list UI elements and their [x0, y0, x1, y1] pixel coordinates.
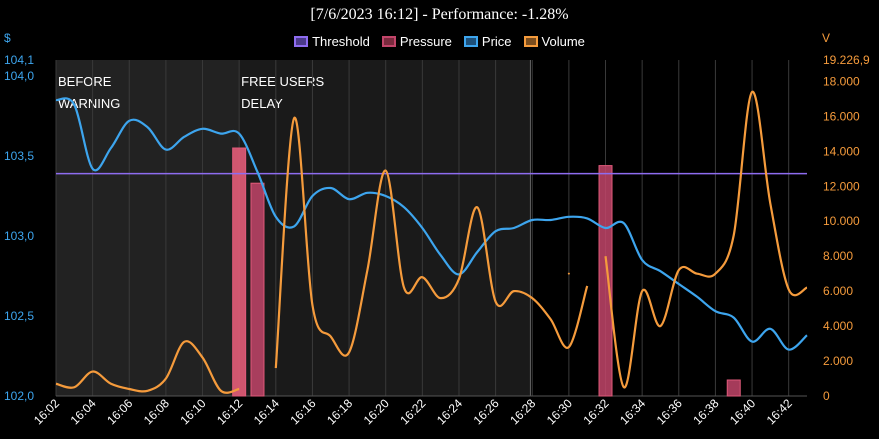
left-axis-label: $	[4, 31, 11, 45]
legend-item-threshold[interactable]: Threshold	[294, 34, 370, 49]
x-tick-5: 16:12	[214, 396, 245, 427]
right-tick-6: 12.000	[823, 179, 860, 193]
legend-item-pressure[interactable]: Pressure	[381, 34, 452, 49]
chart-title: [7/6/2023 16:12] - Performance: -1.28%	[310, 6, 569, 23]
price-line-0	[55, 97, 808, 351]
volume-line-0	[55, 340, 240, 394]
right-tick-3: 6.000	[823, 284, 853, 298]
legend-label-pressure: Pressure	[399, 34, 452, 49]
region-label-0-0: BEFORE	[58, 74, 112, 89]
right-tick-0: 0	[823, 389, 830, 403]
x-tick-11: 16:24	[434, 396, 465, 427]
x-tick-7: 16:16	[287, 396, 318, 427]
right-axis-max-label: 19.226,9	[823, 53, 870, 67]
pressure-bar-1	[250, 182, 265, 397]
x-tick-12: 16:26	[471, 396, 502, 427]
legend-item-volume[interactable]: Volume	[523, 34, 585, 49]
x-tick-19: 16:40	[727, 396, 758, 427]
legend: Threshold Pressure Price Volume	[0, 34, 879, 49]
x-tick-14: 16:30	[544, 396, 575, 427]
x-tick-17: 16:36	[654, 396, 685, 427]
x-tick-16: 16:34	[617, 396, 648, 427]
volume-line-3	[604, 90, 808, 389]
x-tick-6: 16:14	[251, 396, 282, 427]
pressure-bar-3	[726, 379, 741, 397]
legend-swatch-threshold	[294, 36, 309, 47]
right-tick-7: 14.000	[823, 144, 860, 158]
x-tick-20: 16:42	[764, 396, 795, 427]
right-tick-5: 10.000	[823, 214, 860, 228]
region-label-1-1: DELAY	[241, 96, 283, 111]
right-tick-1: 2.000	[823, 354, 853, 368]
right-tick-9: 18.000	[823, 74, 860, 88]
left-tick-3: 103,5	[4, 149, 34, 163]
right-tick-4: 8.000	[823, 249, 853, 263]
shaded-region-1	[239, 60, 531, 396]
left-tick-1: 102,5	[4, 309, 34, 323]
x-tick-9: 16:20	[361, 396, 392, 427]
x-tick-13: 16:28	[507, 396, 538, 427]
region-label-1-0: FREE USERS	[241, 74, 324, 89]
volume-line-1	[274, 117, 589, 369]
legend-label-threshold: Threshold	[312, 34, 370, 49]
pressure-bar-0	[232, 147, 247, 397]
legend-item-price[interactable]: Price	[463, 34, 512, 49]
left-axis-max-label: 104,1	[4, 53, 34, 67]
x-tick-18: 16:38	[690, 396, 721, 427]
right-tick-2: 4.000	[823, 319, 853, 333]
x-tick-2: 16:06	[104, 396, 135, 427]
x-tick-0: 16:02	[31, 396, 62, 427]
left-tick-4: 104,0	[4, 69, 34, 83]
region-label-0-1: WARNING	[58, 96, 120, 111]
shaded-region-0	[56, 60, 240, 396]
x-tick-1: 16:04	[68, 396, 99, 427]
left-tick-0: 102,0	[4, 389, 34, 403]
x-tick-3: 16:08	[141, 396, 172, 427]
legend-swatch-price	[463, 36, 478, 47]
legend-label-volume: Volume	[541, 34, 585, 49]
x-tick-15: 16:32	[580, 396, 611, 427]
x-tick-4: 16:10	[178, 396, 209, 427]
left-tick-2: 103,0	[4, 229, 34, 243]
x-tick-8: 16:18	[324, 396, 355, 427]
x-tick-10: 16:22	[397, 396, 428, 427]
pressure-bar-2	[598, 165, 613, 397]
right-tick-8: 16.000	[823, 109, 860, 123]
legend-swatch-volume	[523, 36, 538, 47]
volume-point-2	[567, 272, 570, 275]
legend-swatch-pressure	[381, 36, 396, 47]
legend-label-price: Price	[481, 34, 512, 49]
right-axis-label: V	[822, 31, 830, 45]
